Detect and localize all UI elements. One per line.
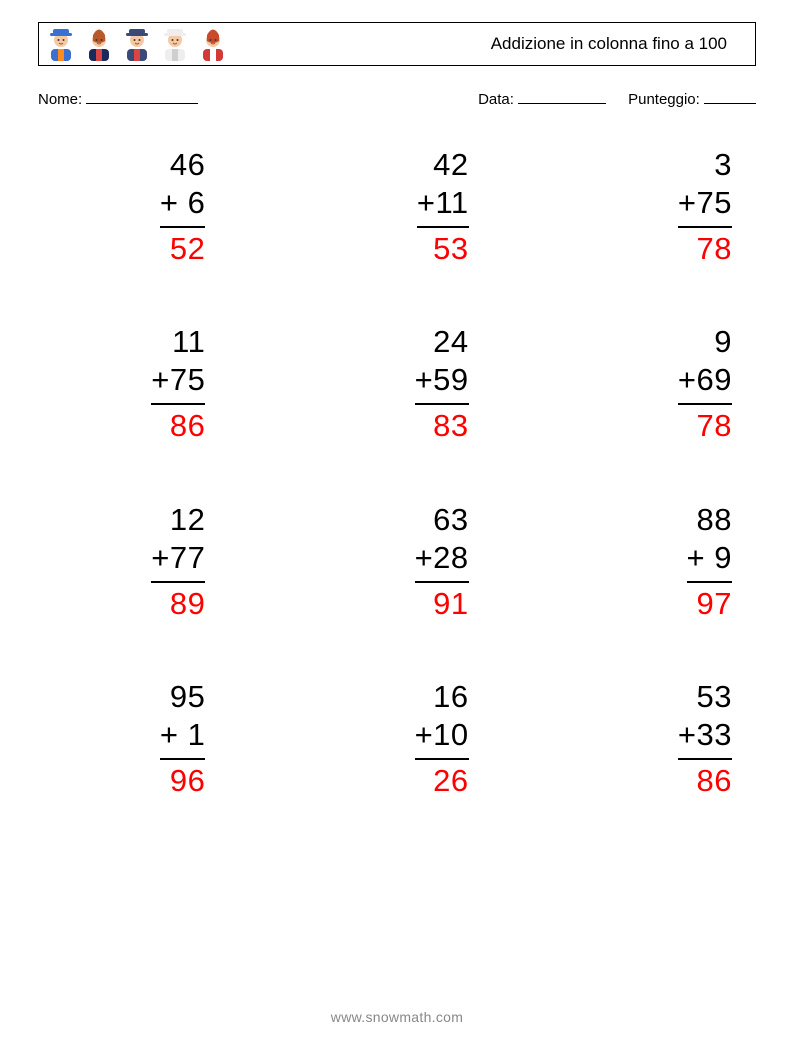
answer: 78 [678, 230, 732, 268]
sum-rule [417, 226, 469, 228]
addend-top: 63 [415, 501, 469, 539]
answer: 86 [678, 762, 732, 800]
answer: 86 [151, 407, 205, 445]
sum-rule [160, 226, 205, 228]
addend-top: 46 [160, 146, 205, 184]
problem: 95+ 1 96 [62, 678, 205, 799]
answer: 91 [415, 585, 469, 623]
score-label: Punteggio: [628, 91, 700, 108]
problem: 12+77 89 [62, 501, 205, 622]
problem-stack: 9+69 78 [678, 323, 732, 444]
addend-bottom: + 9 [687, 539, 732, 577]
problem-stack: 3+75 78 [678, 146, 732, 267]
sum-rule [678, 403, 732, 405]
meta-right: Data: Punteggio: [478, 90, 756, 108]
addend-top: 9 [678, 323, 732, 361]
score-line[interactable] [704, 90, 756, 104]
answer: 97 [687, 585, 732, 623]
addend-bottom: +10 [415, 716, 469, 754]
problem-stack: 12+77 89 [151, 501, 205, 622]
answer: 96 [160, 762, 205, 800]
problem: 3+75 78 [589, 146, 732, 267]
answer: 53 [417, 230, 469, 268]
worker-icon [47, 27, 75, 61]
addend-bottom: +33 [678, 716, 732, 754]
sum-rule [151, 581, 205, 583]
problem: 42+11 53 [325, 146, 468, 267]
problem-stack: 16+10 26 [415, 678, 469, 799]
addend-bottom: +28 [415, 539, 469, 577]
problem: 16+10 26 [325, 678, 468, 799]
answer: 89 [151, 585, 205, 623]
problem: 11+75 86 [62, 323, 205, 444]
problem-stack: 42+11 53 [417, 146, 469, 267]
problem-stack: 95+ 1 96 [160, 678, 205, 799]
sum-rule [687, 581, 732, 583]
problem: 63+28 91 [325, 501, 468, 622]
problem-stack: 88+ 9 97 [687, 501, 732, 622]
header-box: Addizione in colonna fino a 100 [38, 22, 756, 66]
meta-row: Nome: Data: Punteggio: [38, 90, 756, 108]
problem: 88+ 9 97 [589, 501, 732, 622]
date-line[interactable] [518, 90, 606, 104]
addend-top: 53 [678, 678, 732, 716]
addend-top: 3 [678, 146, 732, 184]
chef-icon [161, 27, 189, 61]
addend-bottom: + 6 [160, 184, 205, 222]
problem: 53+33 86 [589, 678, 732, 799]
man-suit-icon [85, 27, 113, 61]
attendant-icon [123, 27, 151, 61]
name-label: Nome: [38, 91, 82, 108]
problem-stack: 53+33 86 [678, 678, 732, 799]
addend-top: 24 [415, 323, 469, 361]
header-icons [47, 27, 227, 61]
addend-top: 12 [151, 501, 205, 539]
problem: 9+69 78 [589, 323, 732, 444]
sum-rule [678, 758, 732, 760]
addend-top: 11 [151, 323, 205, 361]
problem: 24+59 83 [325, 323, 468, 444]
problem: 46+ 6 52 [62, 146, 205, 267]
footer-url: www.snowmath.com [0, 1009, 794, 1025]
problem-stack: 46+ 6 52 [160, 146, 205, 267]
date-field: Data: [478, 90, 606, 108]
problems-grid: 46+ 6 52 42+11 53 3+75 78 11+75 86 24+59… [38, 146, 756, 800]
sum-rule [415, 581, 469, 583]
worksheet-page: Addizione in colonna fino a 100 Nome: Da… [38, 22, 756, 800]
addend-bottom: +75 [678, 184, 732, 222]
addend-bottom: + 1 [160, 716, 205, 754]
addend-bottom: +69 [678, 361, 732, 399]
worksheet-title: Addizione in colonna fino a 100 [491, 34, 743, 54]
name-field: Nome: [38, 90, 198, 108]
answer: 26 [415, 762, 469, 800]
addend-top: 16 [415, 678, 469, 716]
problem-stack: 24+59 83 [415, 323, 469, 444]
addend-top: 95 [160, 678, 205, 716]
addend-bottom: +11 [417, 184, 469, 222]
problem-stack: 63+28 91 [415, 501, 469, 622]
woman-icon [199, 27, 227, 61]
addend-top: 42 [417, 146, 469, 184]
sum-rule [678, 226, 732, 228]
sum-rule [415, 758, 469, 760]
name-line[interactable] [86, 90, 198, 104]
answer: 78 [678, 407, 732, 445]
sum-rule [160, 758, 205, 760]
problem-stack: 11+75 86 [151, 323, 205, 444]
score-field: Punteggio: [628, 90, 756, 108]
addend-bottom: +75 [151, 361, 205, 399]
date-label: Data: [478, 91, 514, 108]
addend-bottom: +77 [151, 539, 205, 577]
answer: 83 [415, 407, 469, 445]
sum-rule [151, 403, 205, 405]
addend-bottom: +59 [415, 361, 469, 399]
answer: 52 [160, 230, 205, 268]
sum-rule [415, 403, 469, 405]
addend-top: 88 [687, 501, 732, 539]
